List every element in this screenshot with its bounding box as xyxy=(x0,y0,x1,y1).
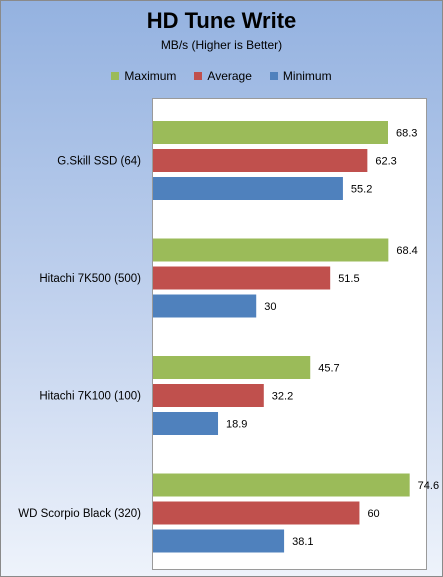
value-label-maximum-g-skill-ssd-64: 68.3 xyxy=(396,128,417,140)
legend-label-minimum: Minimum xyxy=(282,69,332,83)
legend-label-average: Average xyxy=(207,69,252,83)
legend-item-average: Average xyxy=(194,69,252,83)
legend-swatch-maximum xyxy=(111,72,120,80)
chart-title: HD Tune Write xyxy=(146,8,297,33)
value-label-average-hitachi-7k100-100: 32.2 xyxy=(272,391,293,403)
value-label-minimum-wd-scorpio-black-320: 38.1 xyxy=(292,536,313,548)
legend-item-maximum: Maximum xyxy=(111,69,176,83)
value-label-average-g-skill-ssd-64: 62.3 xyxy=(375,156,396,168)
chart-subtitle: MB/s (Higher is Better) xyxy=(160,38,283,52)
bar-minimum-hitachi-7k500-500 xyxy=(153,294,257,318)
bar-average-hitachi-7k100-100 xyxy=(153,384,264,407)
legend-swatch-minimum xyxy=(269,72,278,80)
value-label-maximum-hitachi-7k500-500: 68.4 xyxy=(396,245,417,257)
legend-item-minimum: Minimum xyxy=(269,69,332,83)
bar-average-hitachi-7k500-500 xyxy=(153,266,331,290)
bar-minimum-wd-scorpio-black-320 xyxy=(153,529,285,553)
category-label-g-skill-ssd-64: G.Skill SSD (64) xyxy=(57,156,141,168)
value-label-average-wd-scorpio-black-320: 60 xyxy=(367,508,379,520)
value-label-minimum-g-skill-ssd-64: 55.2 xyxy=(351,184,372,196)
bar-maximum-g-skill-ssd-64 xyxy=(153,121,388,144)
bar-minimum-g-skill-ssd-64 xyxy=(153,177,343,200)
bar-average-wd-scorpio-black-320 xyxy=(153,501,360,525)
chart-legend: Maximum Average Minimum xyxy=(0,69,443,83)
bar-average-g-skill-ssd-64 xyxy=(153,149,368,172)
bar-minimum-hitachi-7k100-100 xyxy=(153,412,219,435)
value-label-maximum-hitachi-7k100-100: 45.7 xyxy=(318,363,339,375)
bar-maximum-hitachi-7k100-100 xyxy=(153,356,311,379)
category-label-hitachi-7k100-100: Hitachi 7K100 (100) xyxy=(39,391,141,403)
value-label-minimum-hitachi-7k100-100: 18.9 xyxy=(226,419,247,431)
bar-maximum-hitachi-7k500-500 xyxy=(153,238,389,262)
bar-maximum-wd-scorpio-black-320 xyxy=(153,473,410,497)
value-label-average-hitachi-7k500-500: 51.5 xyxy=(338,273,359,285)
value-label-maximum-wd-scorpio-black-320: 74.6 xyxy=(418,480,439,492)
legend-swatch-average xyxy=(194,72,203,80)
value-label-minimum-hitachi-7k500-500: 30 xyxy=(264,301,276,313)
legend-label-maximum: Maximum xyxy=(124,69,177,83)
category-label-hitachi-7k500-500: Hitachi 7K500 (500) xyxy=(39,273,141,285)
category-label-wd-scorpio-black-320: WD Scorpio Black (320) xyxy=(18,508,141,520)
